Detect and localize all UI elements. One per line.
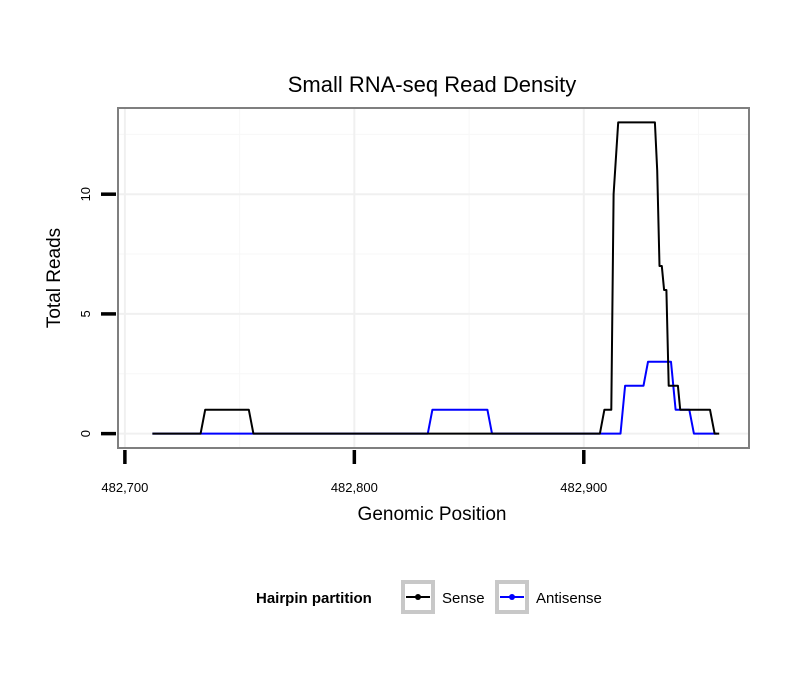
legend-label-sense: Sense — [442, 590, 485, 607]
x-tick-label: 482,800 — [331, 480, 378, 495]
y-tick-label: 0 — [78, 430, 93, 437]
legend-item-sense: Sense — [401, 580, 485, 614]
grid — [118, 108, 749, 448]
legend-title: Hairpin partition — [256, 590, 372, 607]
legend: Hairpin partition Sense Antisense — [256, 580, 602, 614]
series-layer — [152, 121, 720, 435]
legend-item-antisense: Antisense — [495, 580, 602, 614]
x-tick-label: 482,900 — [560, 480, 607, 495]
y-axis-label: Total Reads — [44, 228, 65, 328]
legend-key-point-antisense — [509, 594, 515, 600]
series-line-sense — [152, 121, 720, 435]
legend-label-antisense: Antisense — [536, 590, 602, 607]
panel-border — [117, 107, 750, 449]
y-tick-label: 10 — [78, 187, 93, 201]
x-axis: 482,700 482,800 482,900 — [101, 450, 607, 495]
x-tick-label: 482,700 — [101, 480, 148, 495]
legend-key-point-sense — [415, 594, 421, 600]
chart-title: Small RNA-seq Read Density — [288, 72, 577, 97]
y-tick-label: 5 — [78, 310, 93, 317]
y-axis: 0 5 10 — [78, 187, 116, 437]
series-line-antisense — [152, 360, 717, 435]
x-axis-label: Genomic Position — [358, 504, 507, 525]
